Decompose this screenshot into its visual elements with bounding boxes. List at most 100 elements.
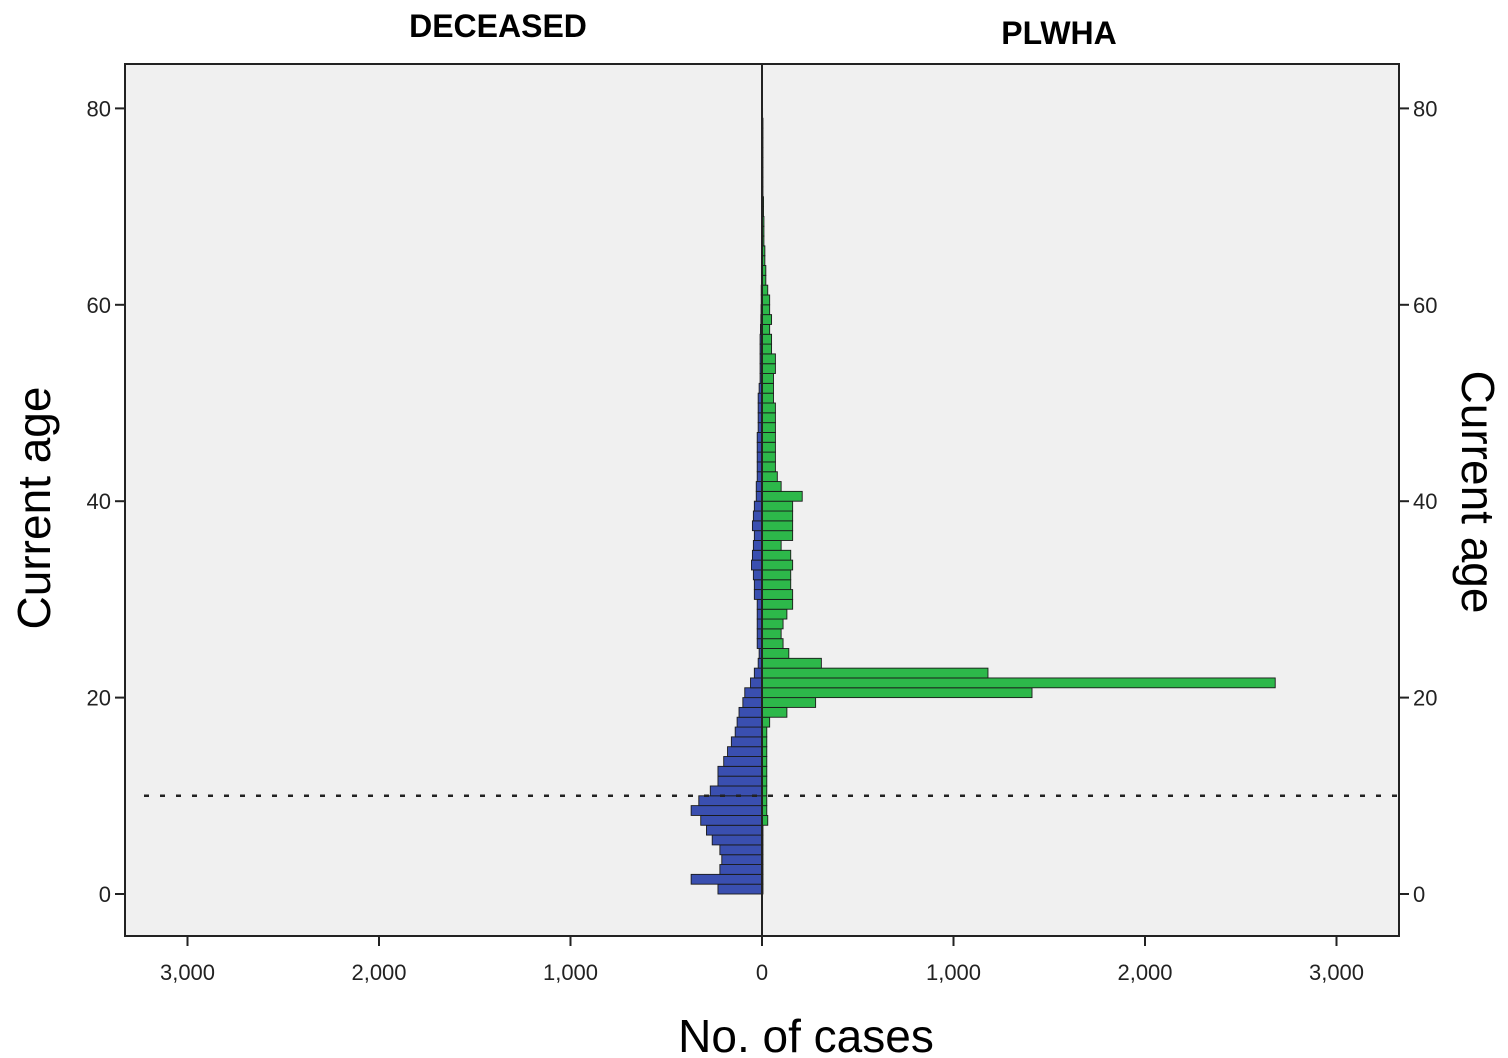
y-tick-label-left: 60 <box>87 293 111 318</box>
plwha-bar-age-55 <box>761 343 773 355</box>
deceased-bar-age-33 <box>751 559 763 571</box>
y-tick-label-right: 80 <box>1413 96 1437 121</box>
deceased-bar-age-1 <box>690 873 763 885</box>
deceased-bar-age-11 <box>717 775 763 787</box>
plwha-bar-age-57 <box>761 323 771 335</box>
deceased-bar-age-8 <box>690 805 763 816</box>
plwha-bar-age-60 <box>761 294 771 306</box>
plwha-bar-age-29 <box>761 598 794 610</box>
deceased-bar-age-19 <box>742 697 763 708</box>
plwha-bar-age-39 <box>761 500 794 512</box>
y-tick-label-left: 80 <box>87 96 111 121</box>
deceased-bar-age-5 <box>711 834 763 846</box>
x-tick-label: 2,000 <box>1117 960 1172 985</box>
panel-header-left: DECEASED <box>409 8 587 44</box>
y-axis-left: 0 20 40 60 80 <box>87 96 125 907</box>
deceased-bar-age-3 <box>721 854 763 865</box>
x-tick-label: 3,000 <box>160 960 215 985</box>
plwha-bar-age-42 <box>761 471 778 483</box>
x-tick-label: 0 <box>756 960 768 985</box>
plwha-bar-age-21 <box>761 677 1276 689</box>
deceased-bar-age-6 <box>706 824 763 836</box>
deceased-bar-age-22 <box>753 667 763 679</box>
y-tick-label-right: 20 <box>1413 686 1437 711</box>
x-tick-label: 2,000 <box>351 960 406 985</box>
deceased-bar-age-37 <box>751 520 763 532</box>
y-axis-right: 0 20 40 60 80 <box>1399 96 1437 907</box>
deceased-bar-age-12 <box>717 765 763 777</box>
plwha-bar-age-22 <box>761 667 989 679</box>
y-tick-label-right: 0 <box>1413 882 1425 907</box>
plwha-bar-age-36 <box>761 530 794 541</box>
plwha-bar-age-41 <box>761 481 782 492</box>
x-axis-label: No. of cases <box>678 1010 934 1058</box>
deceased-bar-age-30 <box>753 589 763 600</box>
plwha-bar-age-26 <box>761 628 782 640</box>
plwha-bar-age-44 <box>761 451 776 463</box>
plwha-bar-age-51 <box>761 382 774 394</box>
y-axis-label-left: Current age <box>8 387 60 630</box>
deceased-bar-age-18 <box>738 706 763 718</box>
deceased-bar-age-36 <box>753 530 763 541</box>
plwha-bar-age-46 <box>761 432 776 443</box>
x-axis: 3,000 2,000 1,000 0 1,000 2,000 3,000 <box>160 936 1364 985</box>
y-axis-label-right: Current age <box>1452 371 1504 614</box>
deceased-bar-age-13 <box>723 756 763 767</box>
deceased-bar-age-0 <box>717 883 763 895</box>
deceased-bar-age-32 <box>752 569 763 581</box>
plwha-bar-age-35 <box>761 540 782 551</box>
y-tick-label-left: 20 <box>87 686 111 711</box>
panel-headers: DECEASED PLWHA <box>409 8 1202 65</box>
deceased-bar-age-9 <box>698 795 763 807</box>
deceased-bar-age-15 <box>730 736 763 748</box>
deceased-bar-age-39 <box>753 500 763 512</box>
plwha-bar-age-27 <box>761 618 784 630</box>
y-tick-label-left: 40 <box>87 489 111 514</box>
panel-header-right: PLWHA <box>1001 15 1117 51</box>
plwha-bar-age-38 <box>761 510 794 522</box>
plwha-bar-age-58 <box>761 314 773 325</box>
plwha-bar-age-17 <box>761 716 771 728</box>
x-tick-label: 1,000 <box>926 960 981 985</box>
plwha-bar-age-20 <box>761 687 1033 699</box>
y-tick-label-left: 0 <box>99 882 111 907</box>
plwha-bar-age-30 <box>761 589 794 600</box>
plwha-bar-age-54 <box>761 353 776 365</box>
plwha-bar-age-28 <box>761 608 788 620</box>
plwha-bar-age-18 <box>761 706 788 718</box>
plwha-bar-age-19 <box>761 697 817 708</box>
plwha-bar-age-40 <box>761 490 803 502</box>
deceased-bar-age-34 <box>751 549 763 561</box>
y-tick-label-right: 40 <box>1413 489 1437 514</box>
plwha-bar-age-34 <box>761 549 792 561</box>
y-tick-label-right: 60 <box>1413 293 1437 318</box>
plwha-bar-age-37 <box>761 520 794 532</box>
plwha-bar-age-47 <box>761 422 776 433</box>
plwha-bar-age-53 <box>761 363 776 374</box>
plwha-bar-age-32 <box>761 569 792 581</box>
plwha-bar-age-49 <box>761 402 776 414</box>
x-tick-label: 3,000 <box>1309 960 1364 985</box>
deceased-bar-age-7 <box>700 814 763 826</box>
deceased-bar-age-16 <box>734 726 763 738</box>
deceased-bar-age-31 <box>753 579 763 591</box>
deceased-bar-age-17 <box>736 716 763 728</box>
deceased-bar-age-38 <box>752 510 763 522</box>
plwha-bar-age-56 <box>761 333 773 345</box>
plwha-bar-age-50 <box>761 392 774 404</box>
plwha-bar-age-48 <box>761 412 776 424</box>
deceased-bar-age-14 <box>727 746 763 757</box>
plwha-bar-age-25 <box>761 638 784 649</box>
plwha-bar-age-52 <box>761 373 774 384</box>
x-tick-label: 1,000 <box>543 960 598 985</box>
plwha-bar-age-45 <box>761 441 776 453</box>
plwha-bar-age-23 <box>761 657 822 669</box>
deceased-bar-age-35 <box>752 540 763 551</box>
plwha-bar-age-43 <box>761 461 776 473</box>
plwha-bar-age-33 <box>761 559 794 571</box>
deceased-bar-age-4 <box>719 844 763 856</box>
deceased-bar-age-2 <box>719 864 763 875</box>
plwha-bar-age-31 <box>761 579 792 591</box>
plwha-bar-age-59 <box>761 304 771 316</box>
